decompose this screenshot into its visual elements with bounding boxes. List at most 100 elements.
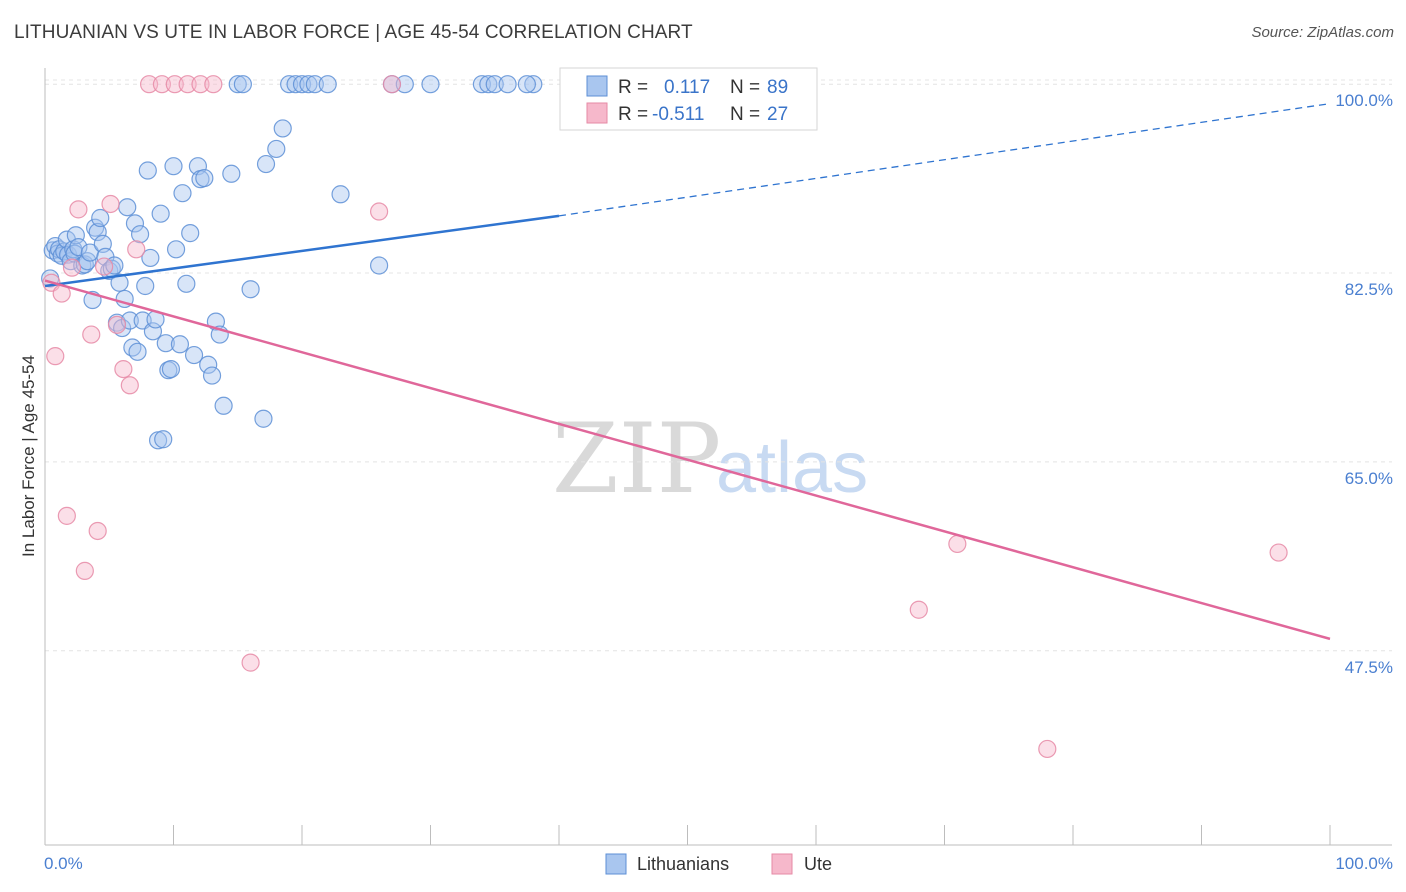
point-ute-16: [152, 75, 172, 94]
legend-r-value-ute: -0.511: [652, 104, 704, 125]
source-label: Source: ZipAtlas.com: [1251, 24, 1394, 41]
point-ute-3: [57, 506, 76, 525]
bottom-legend-swatch-lithuanians: [605, 853, 627, 875]
x-axis-ticks: [173, 825, 1331, 845]
point-lithuanians-50: [166, 240, 186, 259]
point-lithuanians-35: [128, 342, 147, 361]
legend-r-value-lithuanians: 0.117: [664, 77, 710, 98]
y-tick-label-1: 82.5%: [1345, 280, 1393, 299]
point-lithuanians-13: [69, 238, 88, 257]
point-ute-10: [101, 194, 120, 214]
point-lithuanians-67: [241, 280, 260, 299]
point-lithuanians-68: [254, 409, 273, 428]
point-ute-22: [370, 202, 389, 221]
point-ute-24: [909, 600, 928, 619]
point-lithuanians-59: [199, 355, 218, 374]
y-axis-title: In Labor Force | Age 45-54: [19, 355, 38, 557]
point-lithuanians-73: [286, 75, 305, 94]
point-lithuanians-82: [421, 75, 440, 94]
point-lithuanians-53: [177, 274, 196, 293]
legend-swatch-lithuanians: [586, 75, 608, 97]
y-tick-labels: 100.0% 82.5% 65.0% 47.5%: [1335, 91, 1393, 677]
point-lithuanians-34: [125, 214, 145, 233]
point-ute-6: [75, 561, 94, 580]
point-lithuanians-38: [136, 276, 155, 296]
trend-line-ute: [44, 279, 1331, 641]
point-lithuanians-39: [138, 161, 157, 180]
legend-n-value-lithuanians: 89: [767, 77, 788, 98]
point-ute-8: [88, 521, 107, 541]
point-ute-9: [95, 257, 114, 276]
point-ute-12: [114, 359, 133, 379]
point-lithuanians-52: [173, 184, 192, 203]
legend-n-value-ute: 27: [767, 104, 788, 125]
point-lithuanians-69: [256, 154, 276, 174]
legend-swatch-ute: [586, 102, 608, 124]
legend-r-label-lithuanians: R =: [618, 77, 648, 98]
point-lithuanians-88: [517, 75, 536, 94]
point-lithuanians-78: [331, 185, 350, 204]
point-lithuanians-60: [202, 366, 222, 385]
correlation-legend: R = 0.117 N = 89 R = -0.511 N = 27: [559, 67, 818, 131]
point-lithuanians-76: [305, 75, 324, 94]
point-lithuanians-72: [280, 75, 299, 94]
point-lithuanians-45: [154, 430, 173, 449]
point-ute-11: [107, 315, 127, 334]
point-lithuanians-74: [292, 75, 312, 94]
point-ute-23: [382, 75, 402, 94]
scatter-points: [41, 75, 1288, 759]
point-ute-14: [127, 240, 146, 259]
point-ute-7: [82, 325, 101, 344]
legend-n-label-ute: N =: [730, 104, 760, 125]
point-lithuanians-36: [130, 225, 150, 244]
point-lithuanians-29: [112, 318, 132, 338]
point-lithuanians-84: [479, 75, 498, 94]
point-ute-27: [1269, 543, 1288, 562]
point-lithuanians-20: [88, 222, 107, 242]
point-lithuanians-12: [66, 226, 85, 245]
point-lithuanians-77: [318, 75, 337, 94]
point-lithuanians-83: [472, 75, 491, 94]
point-ute-17: [165, 75, 184, 94]
gridlines: [45, 79, 1392, 652]
point-ute-1: [46, 347, 65, 366]
point-lithuanians-70: [267, 139, 286, 159]
trend-lines: [44, 102, 1331, 641]
point-lithuanians-58: [195, 168, 214, 188]
y-tick-label-2: 65.0%: [1345, 469, 1393, 488]
watermark-atlas: atlas: [716, 428, 868, 508]
point-lithuanians-51: [170, 335, 190, 354]
point-lithuanians-41: [143, 322, 163, 341]
bottom-legend-label-ute: Ute: [804, 854, 832, 874]
y-tick-label-3: 47.5%: [1345, 658, 1393, 677]
point-lithuanians-46: [156, 334, 175, 353]
point-ute-26: [1038, 739, 1057, 759]
point-lithuanians-63: [214, 396, 233, 415]
point-ute-5: [69, 200, 88, 219]
point-lithuanians-85: [485, 75, 504, 94]
point-lithuanians-54: [181, 224, 200, 243]
point-ute-25: [948, 534, 967, 554]
bottom-legend-swatch-ute: [771, 853, 793, 875]
point-ute-18: [178, 75, 197, 94]
point-lithuanians-81: [395, 75, 414, 94]
point-ute-19: [191, 75, 210, 94]
legend-r-label-ute: R =: [618, 104, 648, 125]
legend-n-label-lithuanians: N =: [730, 77, 760, 98]
y-tick-label-0: 100.0%: [1335, 91, 1393, 110]
point-lithuanians-79: [370, 256, 389, 275]
bottom-legend-label-lithuanians: Lithuanians: [637, 854, 729, 874]
trend-line-lithuanians: [44, 214, 560, 288]
point-lithuanians-55: [184, 345, 204, 365]
point-lithuanians-71: [273, 119, 292, 138]
point-ute-21: [241, 653, 260, 672]
point-lithuanians-44: [151, 204, 170, 223]
x-tick-label-min: 0.0%: [44, 854, 83, 873]
chart-title: LITHUANIAN VS UTE IN LABOR FORCE | AGE 4…: [14, 22, 693, 43]
point-lithuanians-28: [110, 273, 129, 292]
point-ute-13: [120, 376, 139, 395]
watermark-zip: ZIP: [552, 403, 721, 515]
trend-line-lithuanians-projection: [558, 102, 1331, 217]
point-lithuanians-64: [222, 164, 241, 183]
